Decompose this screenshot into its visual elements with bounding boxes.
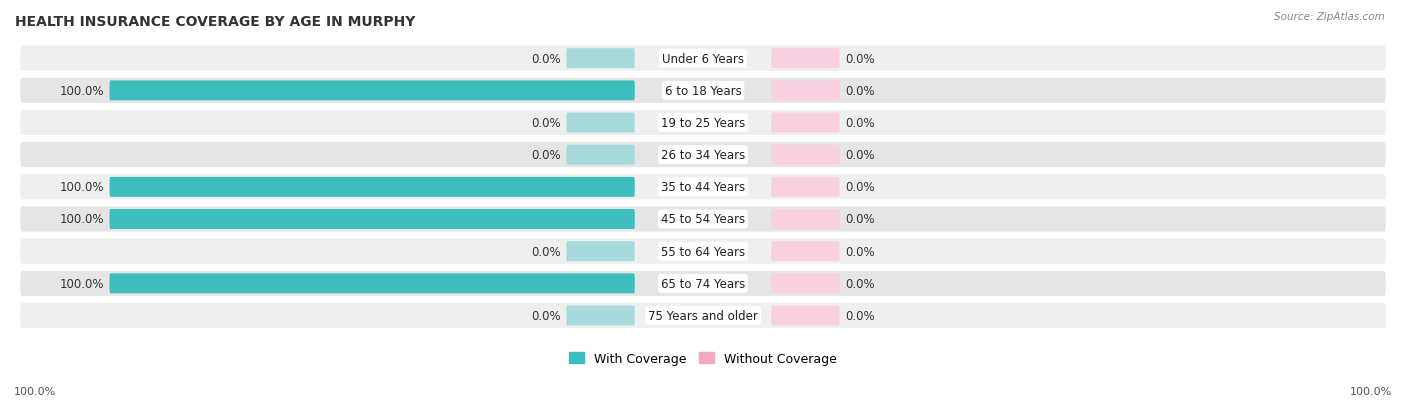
- FancyBboxPatch shape: [110, 81, 634, 101]
- FancyBboxPatch shape: [20, 47, 1386, 71]
- FancyBboxPatch shape: [20, 239, 1386, 264]
- FancyBboxPatch shape: [20, 303, 1386, 328]
- FancyBboxPatch shape: [110, 178, 634, 197]
- Text: 0.0%: 0.0%: [531, 245, 561, 258]
- Text: 0.0%: 0.0%: [531, 52, 561, 66]
- FancyBboxPatch shape: [772, 145, 839, 165]
- FancyBboxPatch shape: [110, 209, 634, 229]
- Text: 45 to 54 Years: 45 to 54 Years: [661, 213, 745, 226]
- Text: Under 6 Years: Under 6 Years: [662, 52, 744, 66]
- Text: 35 to 44 Years: 35 to 44 Years: [661, 181, 745, 194]
- FancyBboxPatch shape: [567, 113, 634, 133]
- Text: 100.0%: 100.0%: [60, 213, 104, 226]
- Text: 75 Years and older: 75 Years and older: [648, 309, 758, 322]
- Text: 0.0%: 0.0%: [845, 85, 875, 97]
- FancyBboxPatch shape: [20, 78, 1386, 104]
- Text: 0.0%: 0.0%: [531, 117, 561, 130]
- FancyBboxPatch shape: [20, 175, 1386, 200]
- Text: 26 to 34 Years: 26 to 34 Years: [661, 149, 745, 162]
- Text: 100.0%: 100.0%: [14, 387, 56, 396]
- Text: 0.0%: 0.0%: [531, 149, 561, 162]
- Text: 0.0%: 0.0%: [845, 245, 875, 258]
- Text: 6 to 18 Years: 6 to 18 Years: [665, 85, 741, 97]
- FancyBboxPatch shape: [110, 274, 634, 294]
- Text: 0.0%: 0.0%: [845, 277, 875, 290]
- FancyBboxPatch shape: [772, 274, 839, 294]
- Text: 0.0%: 0.0%: [845, 181, 875, 194]
- Text: 0.0%: 0.0%: [845, 213, 875, 226]
- Legend: With Coverage, Without Coverage: With Coverage, Without Coverage: [564, 347, 842, 370]
- FancyBboxPatch shape: [567, 242, 634, 261]
- Text: 65 to 74 Years: 65 to 74 Years: [661, 277, 745, 290]
- Text: 55 to 64 Years: 55 to 64 Years: [661, 245, 745, 258]
- Text: HEALTH INSURANCE COVERAGE BY AGE IN MURPHY: HEALTH INSURANCE COVERAGE BY AGE IN MURP…: [15, 15, 415, 29]
- FancyBboxPatch shape: [772, 49, 839, 69]
- Text: 100.0%: 100.0%: [1350, 387, 1392, 396]
- FancyBboxPatch shape: [772, 113, 839, 133]
- FancyBboxPatch shape: [772, 306, 839, 326]
- Text: 0.0%: 0.0%: [845, 117, 875, 130]
- Text: 0.0%: 0.0%: [845, 52, 875, 66]
- FancyBboxPatch shape: [20, 143, 1386, 168]
- FancyBboxPatch shape: [567, 145, 634, 165]
- FancyBboxPatch shape: [567, 49, 634, 69]
- Text: 0.0%: 0.0%: [845, 149, 875, 162]
- Text: 0.0%: 0.0%: [845, 309, 875, 322]
- FancyBboxPatch shape: [772, 178, 839, 197]
- FancyBboxPatch shape: [20, 207, 1386, 232]
- Text: 100.0%: 100.0%: [60, 85, 104, 97]
- Text: 19 to 25 Years: 19 to 25 Years: [661, 117, 745, 130]
- FancyBboxPatch shape: [567, 306, 634, 326]
- FancyBboxPatch shape: [772, 242, 839, 261]
- Text: 100.0%: 100.0%: [60, 181, 104, 194]
- FancyBboxPatch shape: [20, 271, 1386, 296]
- Text: 100.0%: 100.0%: [60, 277, 104, 290]
- FancyBboxPatch shape: [772, 209, 839, 229]
- FancyBboxPatch shape: [772, 81, 839, 101]
- Text: Source: ZipAtlas.com: Source: ZipAtlas.com: [1274, 12, 1385, 22]
- FancyBboxPatch shape: [20, 111, 1386, 136]
- Text: 0.0%: 0.0%: [531, 309, 561, 322]
